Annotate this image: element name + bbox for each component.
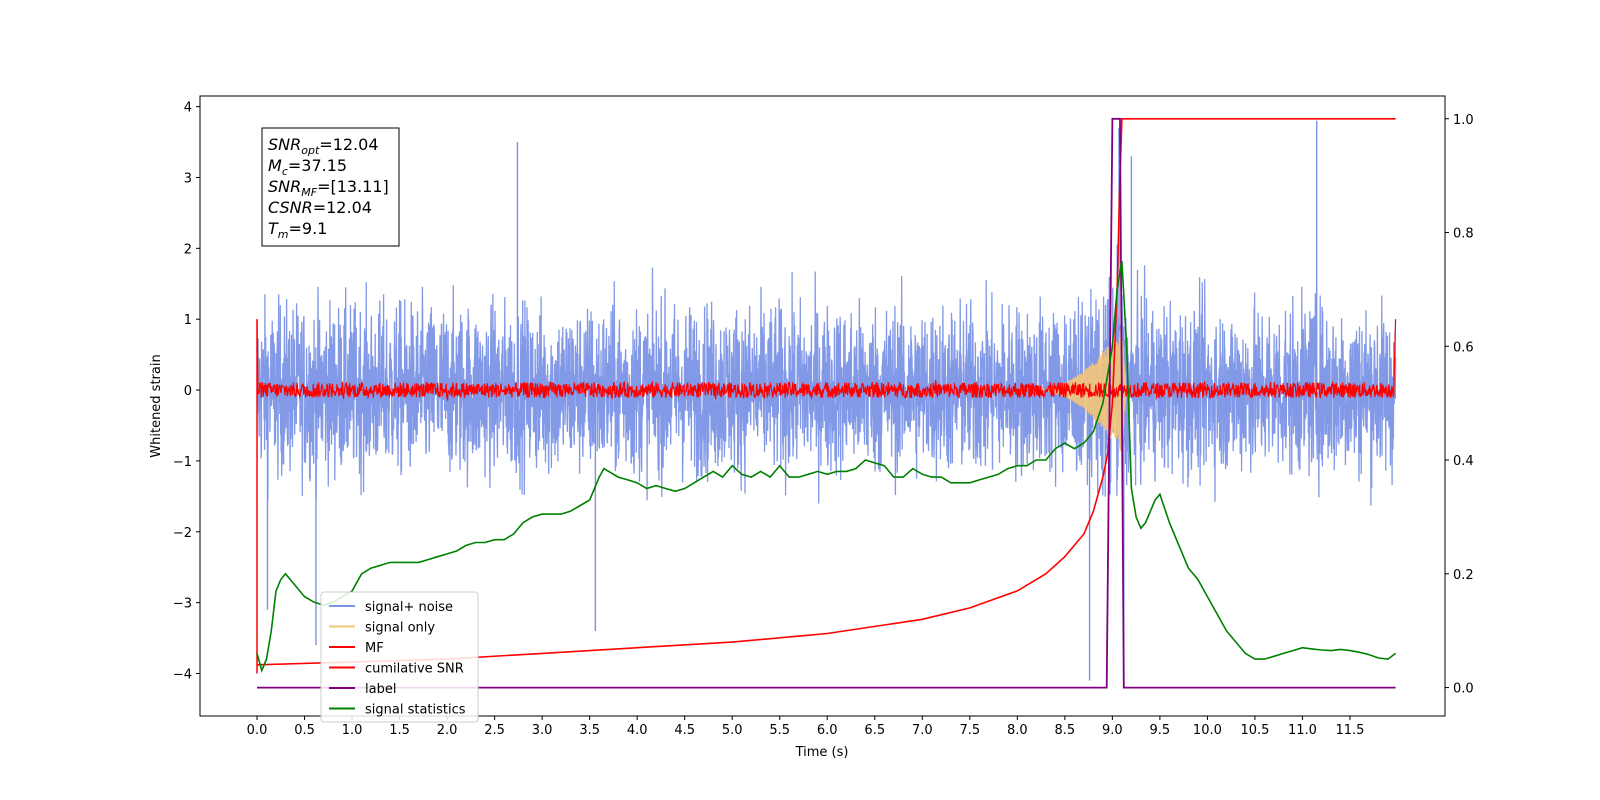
series-signal-statistics — [256, 260, 1397, 673]
y-right-tick-label-5: 1.0 — [1453, 113, 1474, 128]
info-subscript: m — [278, 228, 289, 241]
info-symbol: CSNR — [268, 198, 313, 217]
x-tick-label-12: 6.0 — [817, 723, 838, 738]
info-line-2: SNRMF=[13.11] — [268, 177, 389, 199]
y-left-tick-label-5: 1 — [184, 313, 192, 328]
y-left-tick-label-2: −2 — [173, 526, 192, 541]
series-label — [257, 117, 1396, 689]
legend: signal+ noise signal only MF cumilative SNR… — [320, 591, 479, 723]
y-left-tick-label-6: 2 — [184, 242, 192, 257]
x-tick-label-9: 4.5 — [674, 723, 695, 738]
legend-label-4: label — [365, 682, 396, 697]
info-line-0: SNRopt=12.04 — [268, 135, 379, 157]
info-symbol: SNR — [268, 177, 301, 196]
x-tick-label-19: 9.5 — [1150, 723, 1171, 738]
x-tick-label-23: 11.5 — [1335, 723, 1364, 738]
y-right-tick-label-2: 0.4 — [1453, 454, 1474, 469]
info-subscript: c — [282, 165, 288, 178]
series-cumulative-snr — [256, 118, 1396, 666]
y-right-tick-label-0: 0.0 — [1453, 682, 1474, 697]
info-symbol: SNR — [268, 135, 301, 154]
plot-area — [256, 117, 1397, 689]
info-symbol: M — [268, 156, 282, 175]
y-axis-label-left: Whitened strain — [149, 354, 164, 457]
x-tick-label-22: 11.0 — [1288, 723, 1317, 738]
legend-label-2: MF — [365, 641, 384, 656]
x-tick-label-17: 8.5 — [1055, 723, 1076, 738]
info-value: =37.15 — [288, 156, 347, 175]
x-tick-label-20: 10.0 — [1193, 723, 1222, 738]
legend-frame — [320, 591, 479, 723]
x-tick-label-1: 0.5 — [294, 723, 315, 738]
x-tick-label-7: 3.5 — [579, 723, 600, 738]
y-left-tick-label-4: 0 — [184, 384, 192, 399]
x-tick-label-11: 5.5 — [769, 723, 790, 738]
x-axis-label: Time (s) — [795, 745, 849, 760]
y-left-tick-label-8: 4 — [184, 101, 192, 116]
y-left-tick-label-7: 3 — [184, 171, 192, 186]
legend-label-0: signal+ noise — [365, 600, 453, 615]
y-left-tick-label-0: −4 — [173, 667, 192, 682]
info-box-frame — [261, 127, 400, 247]
y-right-tick-label-3: 0.6 — [1453, 340, 1474, 355]
x-tick-label-14: 7.0 — [912, 723, 933, 738]
x-tick-label-15: 7.5 — [959, 723, 980, 738]
info-value: =12.04 — [313, 198, 372, 217]
info-box: SNRopt=12.04Mc=37.15SNRMF=[13.11]CSNR=12… — [261, 127, 400, 247]
y-right-tick-label-4: 0.8 — [1453, 227, 1474, 242]
series-mf — [256, 319, 1397, 401]
x-tick-label-0: 0.0 — [247, 723, 268, 738]
y-left-tick-label-1: −3 — [173, 597, 192, 612]
x-tick-label-6: 3.0 — [532, 723, 553, 738]
x-tick-label-4: 2.0 — [437, 723, 458, 738]
x-tick-label-2: 1.0 — [342, 723, 363, 738]
info-subscript: MF — [301, 186, 317, 199]
info-symbol: T — [268, 219, 279, 238]
info-line-1: Mc=37.15 — [268, 156, 347, 178]
plot-frame — [199, 95, 1446, 717]
x-tick-label-21: 10.5 — [1240, 723, 1269, 738]
info-value: =12.04 — [319, 135, 378, 154]
x-tick-label-18: 9.0 — [1102, 723, 1123, 738]
x-tick-label-16: 8.0 — [1007, 723, 1028, 738]
y-left-tick-label-3: −1 — [173, 455, 192, 470]
info-line-3: CSNR=12.04 — [268, 198, 372, 217]
legend-label-1: signal only — [365, 621, 435, 636]
info-value: =9.1 — [289, 219, 328, 238]
info-line-4: Tm=9.1 — [268, 219, 327, 241]
x-tick-label-13: 6.5 — [864, 723, 885, 738]
y-right-tick-label-1: 0.2 — [1453, 568, 1474, 583]
series-signal-noise — [256, 244, 1397, 506]
info-value: =[13.11] — [317, 177, 389, 196]
axes: 0.0 0.5 1.0 1.5 2.0 2.5 3.0 3.5 4.0 4.5 5.0 5.5 6.0 6… — [173, 101, 1474, 738]
legend-label-5: signal statistics — [365, 703, 466, 718]
x-tick-label-8: 4.0 — [627, 723, 648, 738]
info-subscript: opt — [301, 144, 320, 157]
x-tick-label-3: 1.5 — [389, 723, 410, 738]
legend-label-3: cumilative SNR — [365, 662, 464, 677]
x-tick-label-5: 2.5 — [484, 723, 505, 738]
x-tick-label-10: 5.0 — [722, 723, 743, 738]
